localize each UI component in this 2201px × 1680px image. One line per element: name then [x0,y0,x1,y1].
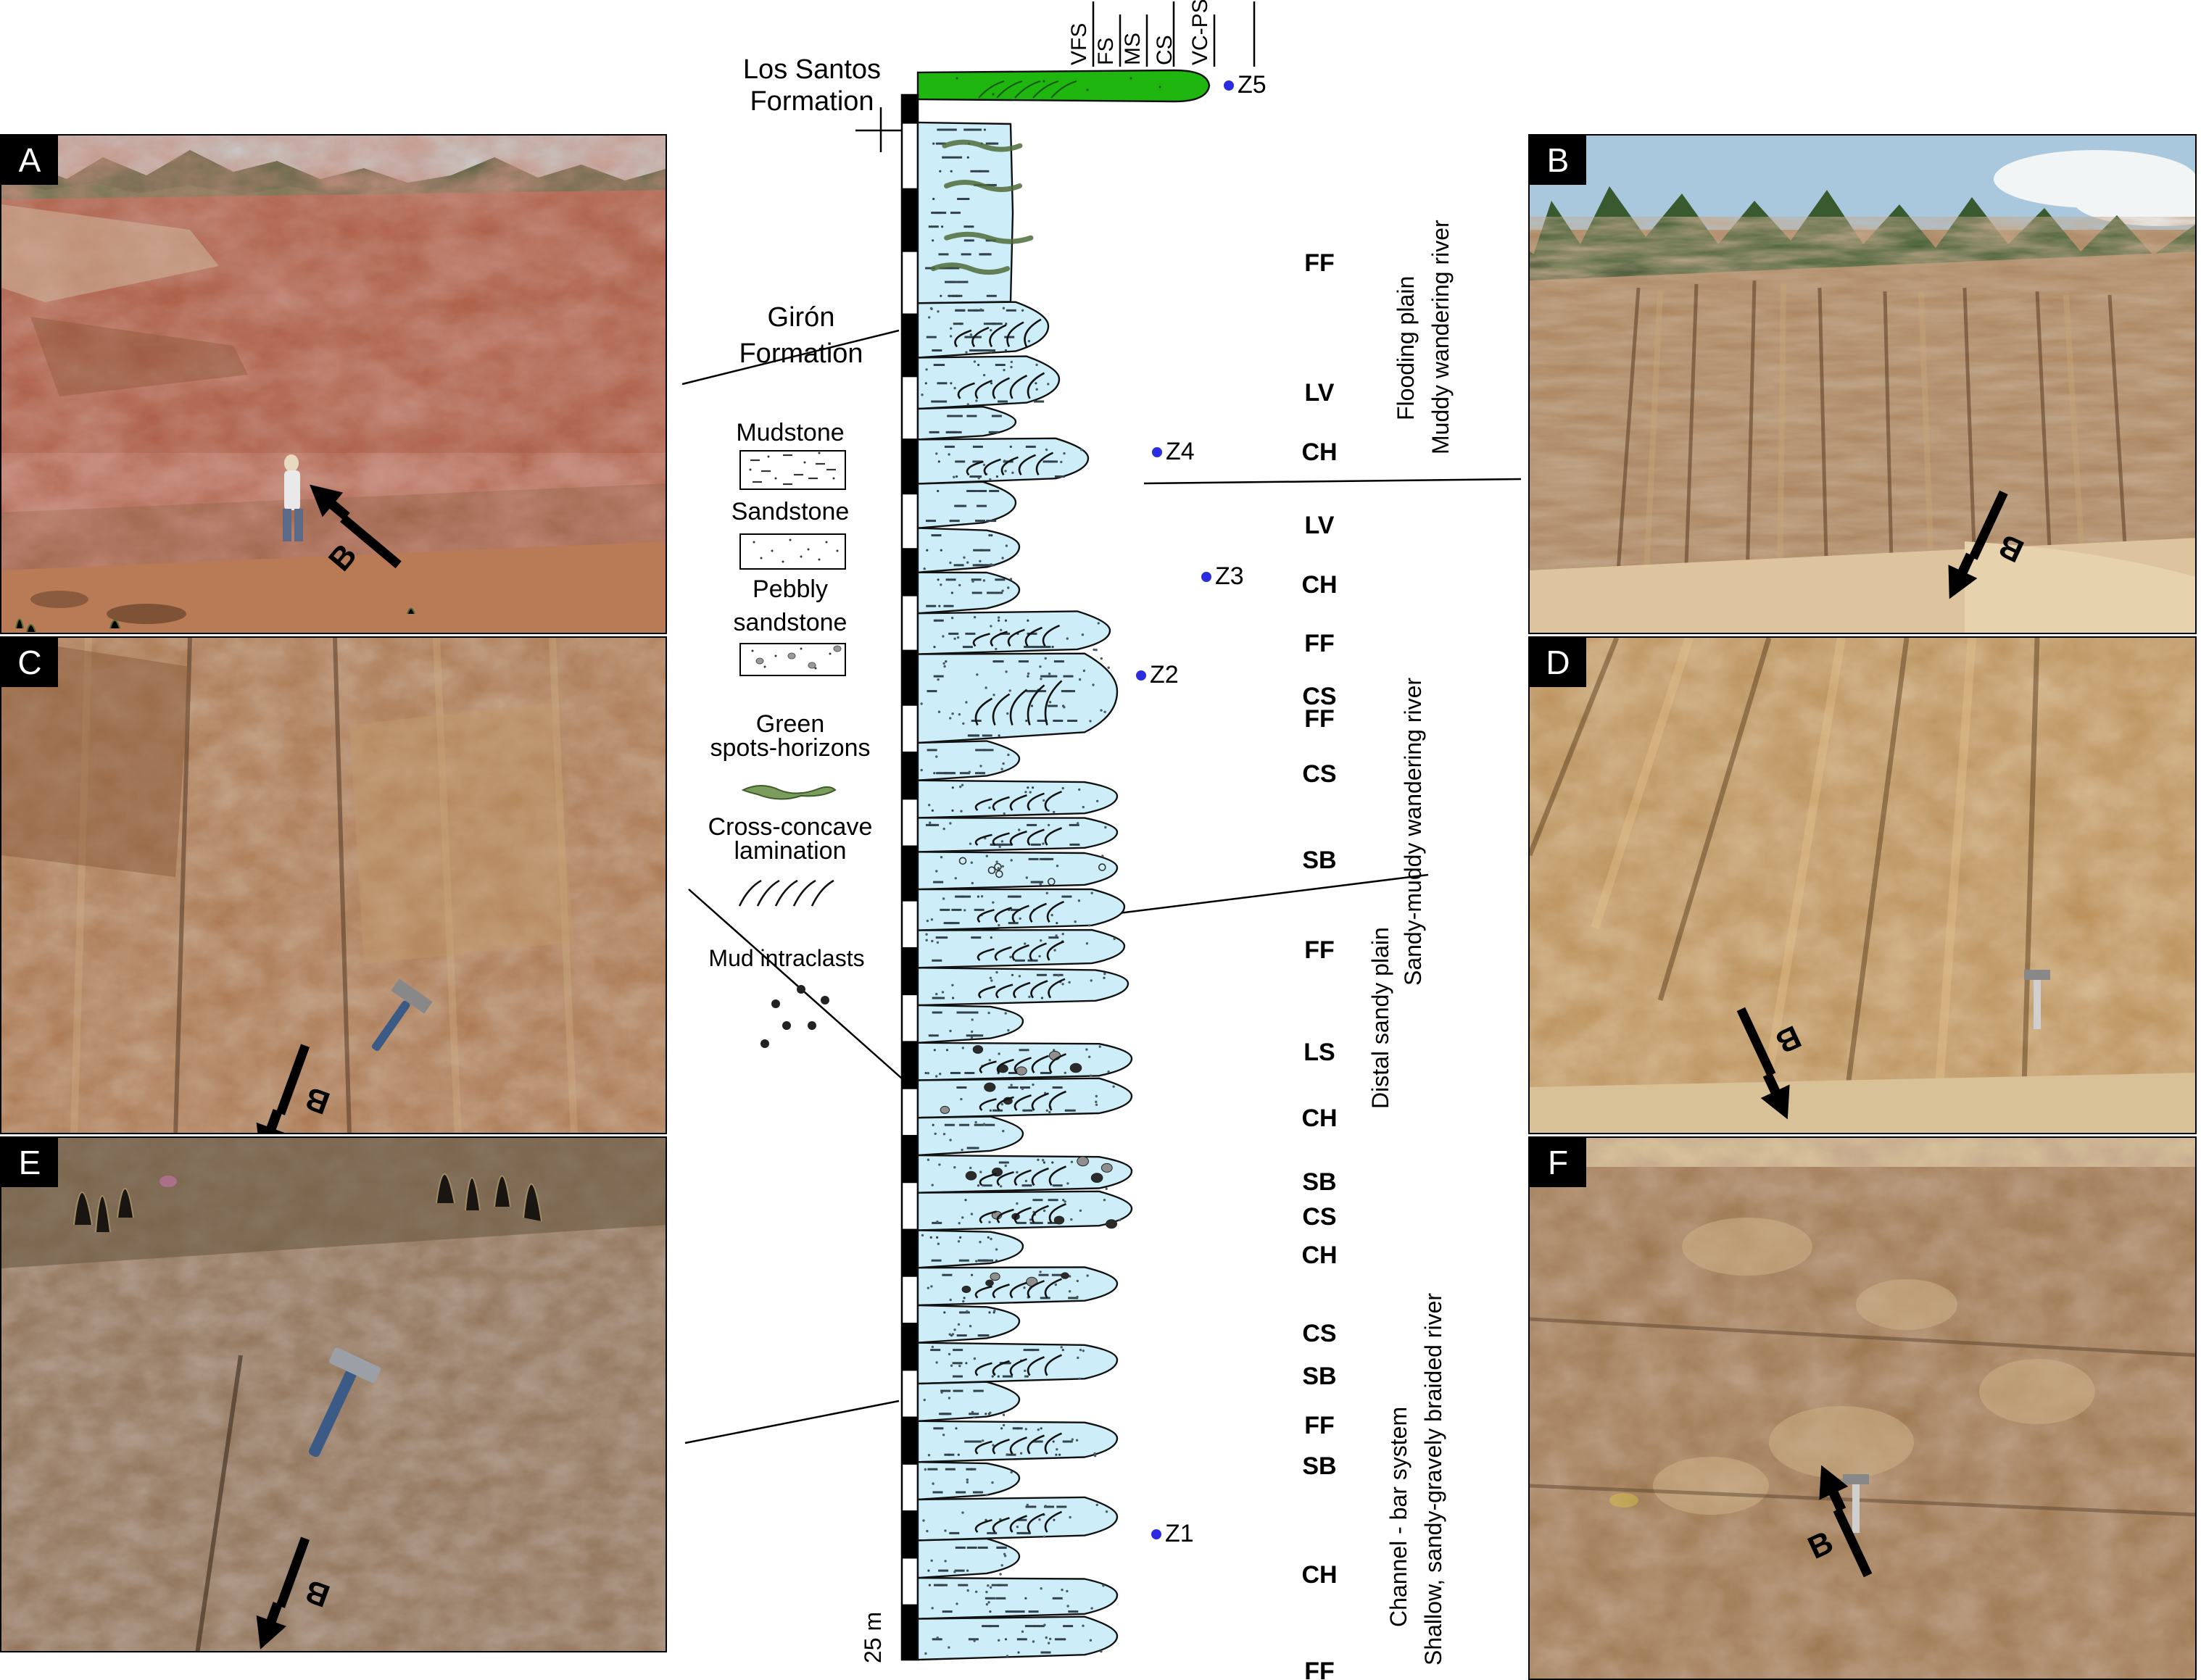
svg-text:Pebbly: Pebbly [753,575,828,603]
svg-text:CH: CH [1301,1561,1337,1589]
svg-text:LS: LS [1303,1039,1335,1066]
svg-text:VC-PS: VC-PS [1188,0,1212,65]
svg-text:SB: SB [1302,1363,1336,1390]
svg-text:Z1: Z1 [1165,1520,1194,1547]
svg-text:CS: CS [1153,35,1177,65]
svg-text:Muddy wandering river: Muddy wandering river [1427,220,1454,454]
svg-text:Shallow, sandy-gravely braided: Shallow, sandy-gravely braided river [1420,1293,1446,1666]
svg-text:CS: CS [1302,1203,1336,1231]
svg-text:CS: CS [1302,1320,1336,1347]
svg-text:Z3: Z3 [1215,562,1244,590]
svg-text:CS: CS [1302,760,1336,788]
svg-text:MS: MS [1121,33,1145,65]
svg-text:Channel - bar system: Channel - bar system [1385,1407,1412,1627]
svg-text:FF: FF [1304,1658,1335,1680]
svg-text:FF: FF [1304,1412,1335,1439]
svg-text:Formation: Formation [739,338,863,369]
svg-text:SB: SB [1302,1452,1336,1480]
svg-text:Z5: Z5 [1238,71,1267,99]
svg-text:CH: CH [1301,438,1337,466]
svg-text:25 m: 25 m [860,1612,886,1663]
svg-text:Z4: Z4 [1166,438,1195,465]
svg-text:Mud intraclasts: Mud intraclasts [708,945,864,971]
svg-text:FF: FF [1304,249,1335,277]
svg-text:FF: FF [1304,936,1335,964]
svg-text:Los Santos: Los Santos [743,54,881,85]
svg-text:Girón: Girón [768,302,835,333]
svg-text:VFS: VFS [1067,23,1091,65]
svg-text:Distal sandy plain: Distal sandy plain [1367,927,1393,1109]
svg-text:Formation: Formation [750,86,874,117]
svg-text:sandstone: sandstone [734,609,847,636]
svg-text:SB: SB [1302,847,1336,874]
svg-text:FF: FF [1304,630,1335,657]
svg-text:SB: SB [1302,1168,1336,1196]
svg-text:Z2: Z2 [1150,661,1179,689]
svg-text:Flooding plain: Flooding plain [1393,276,1419,420]
svg-text:Sandstone: Sandstone [731,498,850,525]
svg-text:FF: FF [1304,705,1335,733]
svg-text:spots-horizons: spots-horizons [710,734,870,762]
svg-text:CH: CH [1301,571,1337,599]
svg-text:lamination: lamination [734,837,847,865]
svg-text:Sandy-muddy wandering river: Sandy-muddy wandering river [1400,678,1426,986]
svg-text:FS: FS [1094,38,1118,65]
svg-text:LV: LV [1305,512,1335,539]
svg-text:CH: CH [1301,1242,1337,1269]
svg-text:CH: CH [1301,1105,1337,1132]
svg-text:LV: LV [1305,379,1335,407]
svg-text:Mudstone: Mudstone [736,419,844,446]
